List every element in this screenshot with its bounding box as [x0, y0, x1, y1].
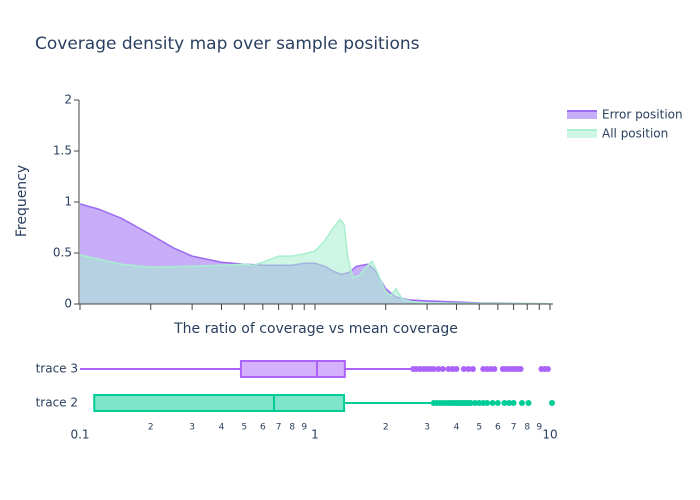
outlier — [510, 400, 517, 406]
x-tick-label: 9 — [536, 423, 542, 433]
x-tick-label: 6 — [495, 423, 501, 433]
box — [93, 394, 346, 412]
outlier — [491, 366, 498, 372]
outlier — [439, 366, 446, 372]
x-tick-label: 5 — [476, 423, 482, 433]
outlier — [430, 366, 437, 372]
x-tick-label: 2 — [148, 423, 154, 433]
x-tick-label: 5 — [241, 423, 247, 433]
x-axis-title: The ratio of coverage vs mean coverage — [173, 321, 458, 337]
x-tick-label: 4 — [219, 423, 225, 433]
outlier — [460, 366, 467, 372]
y-tick-label: trace 3 — [36, 362, 78, 376]
y-tick-label: 0.5 — [53, 246, 72, 260]
x-tick-label: 4 — [454, 423, 460, 433]
outlier — [549, 400, 556, 406]
outlier — [506, 400, 513, 406]
outlier — [472, 400, 479, 406]
y-tick-label: 1 — [64, 195, 72, 209]
x-tick-label: 2 — [383, 423, 389, 433]
area-line — [79, 218, 551, 305]
chart-title: Coverage density map over sample positio… — [35, 34, 420, 54]
x-tick-label: 1 — [311, 428, 319, 442]
outlier — [517, 366, 524, 372]
y-tick-label: trace 2 — [36, 396, 78, 410]
x-tick-label: 10 — [542, 428, 557, 442]
outlier — [494, 400, 501, 406]
y-tick-label: 0 — [64, 297, 72, 311]
y-tick-label: 2 — [64, 93, 72, 107]
outlier — [489, 400, 496, 406]
y-axis-title: Frequency — [14, 165, 30, 237]
outlier — [469, 366, 476, 372]
x-tick-label: 6 — [260, 423, 266, 433]
x-tick-label: 3 — [424, 423, 430, 433]
legend-label[interactable]: All position — [602, 127, 668, 141]
outlier — [465, 366, 472, 372]
x-tick-label: 3 — [189, 423, 195, 433]
legend-swatch — [567, 111, 597, 119]
legend-label[interactable]: Error position — [602, 108, 683, 122]
x-tick-label: 8 — [289, 423, 295, 433]
outlier — [518, 400, 525, 406]
x-tick-label: 0.1 — [70, 428, 89, 442]
x-tick-label: 8 — [524, 423, 530, 433]
outlier — [453, 366, 460, 372]
y-tick-label: 1.5 — [53, 144, 72, 158]
outlier — [544, 366, 551, 372]
outlier — [467, 400, 474, 406]
x-tick-label: 9 — [301, 423, 307, 433]
area-fill — [80, 219, 550, 304]
outlier — [501, 400, 508, 406]
x-tick-label: 7 — [511, 423, 517, 433]
x-tick-label: 7 — [276, 423, 282, 433]
outlier — [484, 400, 491, 406]
outlier — [525, 400, 532, 406]
outlier — [435, 366, 442, 372]
box — [239, 360, 346, 378]
legend-swatch — [567, 130, 597, 138]
